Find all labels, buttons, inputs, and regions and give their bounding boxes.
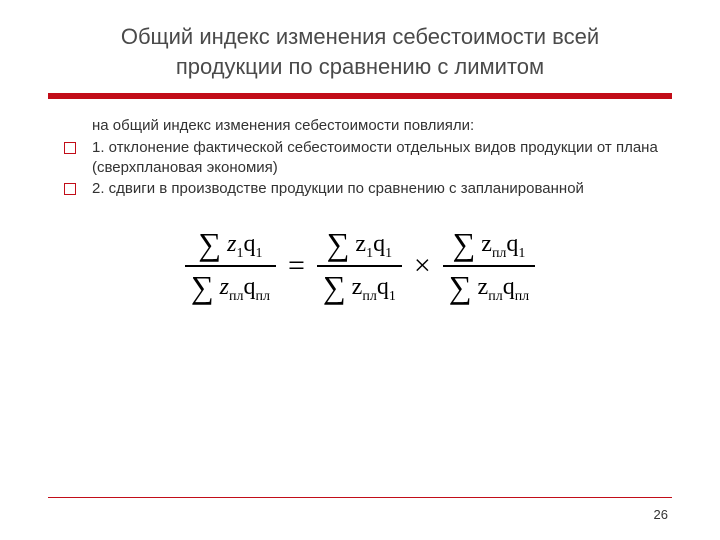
equals-sign: =: [288, 249, 305, 283]
bullet-text: 1. отклонение фактической себестоимости …: [92, 139, 658, 175]
numerator: ∑ z1q1: [321, 224, 398, 265]
fraction-3: ∑ zплq1 ∑ zплqпл: [443, 224, 535, 308]
title-line-1: Общий индекс изменения себестоимости все…: [121, 24, 599, 49]
intro-text: на общий индекс изменения себестоимости …: [92, 117, 672, 134]
numerator: ∑ zплq1: [446, 224, 531, 265]
formula-area: ∑ z1q1 ∑ zплqпл = ∑ z1q1 ∑ zплq1 × ∑ zпл…: [48, 224, 672, 308]
denominator: ∑ zплq1: [317, 267, 402, 308]
fraction-2: ∑ z1q1 ∑ zплq1: [317, 224, 402, 308]
bullet-list: 1. отклонение фактической себестоимости …: [58, 138, 672, 198]
denominator: ∑ zплqпл: [443, 267, 535, 308]
numerator: ∑ z1q1: [192, 224, 268, 265]
bullet-item: 2. сдвиги в производстве продукции по ср…: [58, 179, 672, 198]
accent-bar: [48, 93, 672, 99]
times-sign: ×: [414, 249, 431, 283]
formula: ∑ z1q1 ∑ zплqпл = ∑ z1q1 ∑ zплq1 × ∑ zпл…: [185, 224, 535, 308]
bullet-item: 1. отклонение фактической себестоимости …: [58, 138, 672, 176]
page-number: 26: [654, 507, 668, 522]
fraction-1: ∑ z1q1 ∑ zплqпл: [185, 224, 276, 308]
footer-rule: [48, 497, 672, 498]
bullet-text: 2. сдвиги в производстве продукции по ср…: [92, 180, 584, 197]
slide-title: Общий индекс изменения себестоимости все…: [48, 22, 672, 81]
denominator: ∑ zплqпл: [185, 267, 276, 308]
title-line-2: продукции по сравнению с лимитом: [176, 54, 544, 79]
